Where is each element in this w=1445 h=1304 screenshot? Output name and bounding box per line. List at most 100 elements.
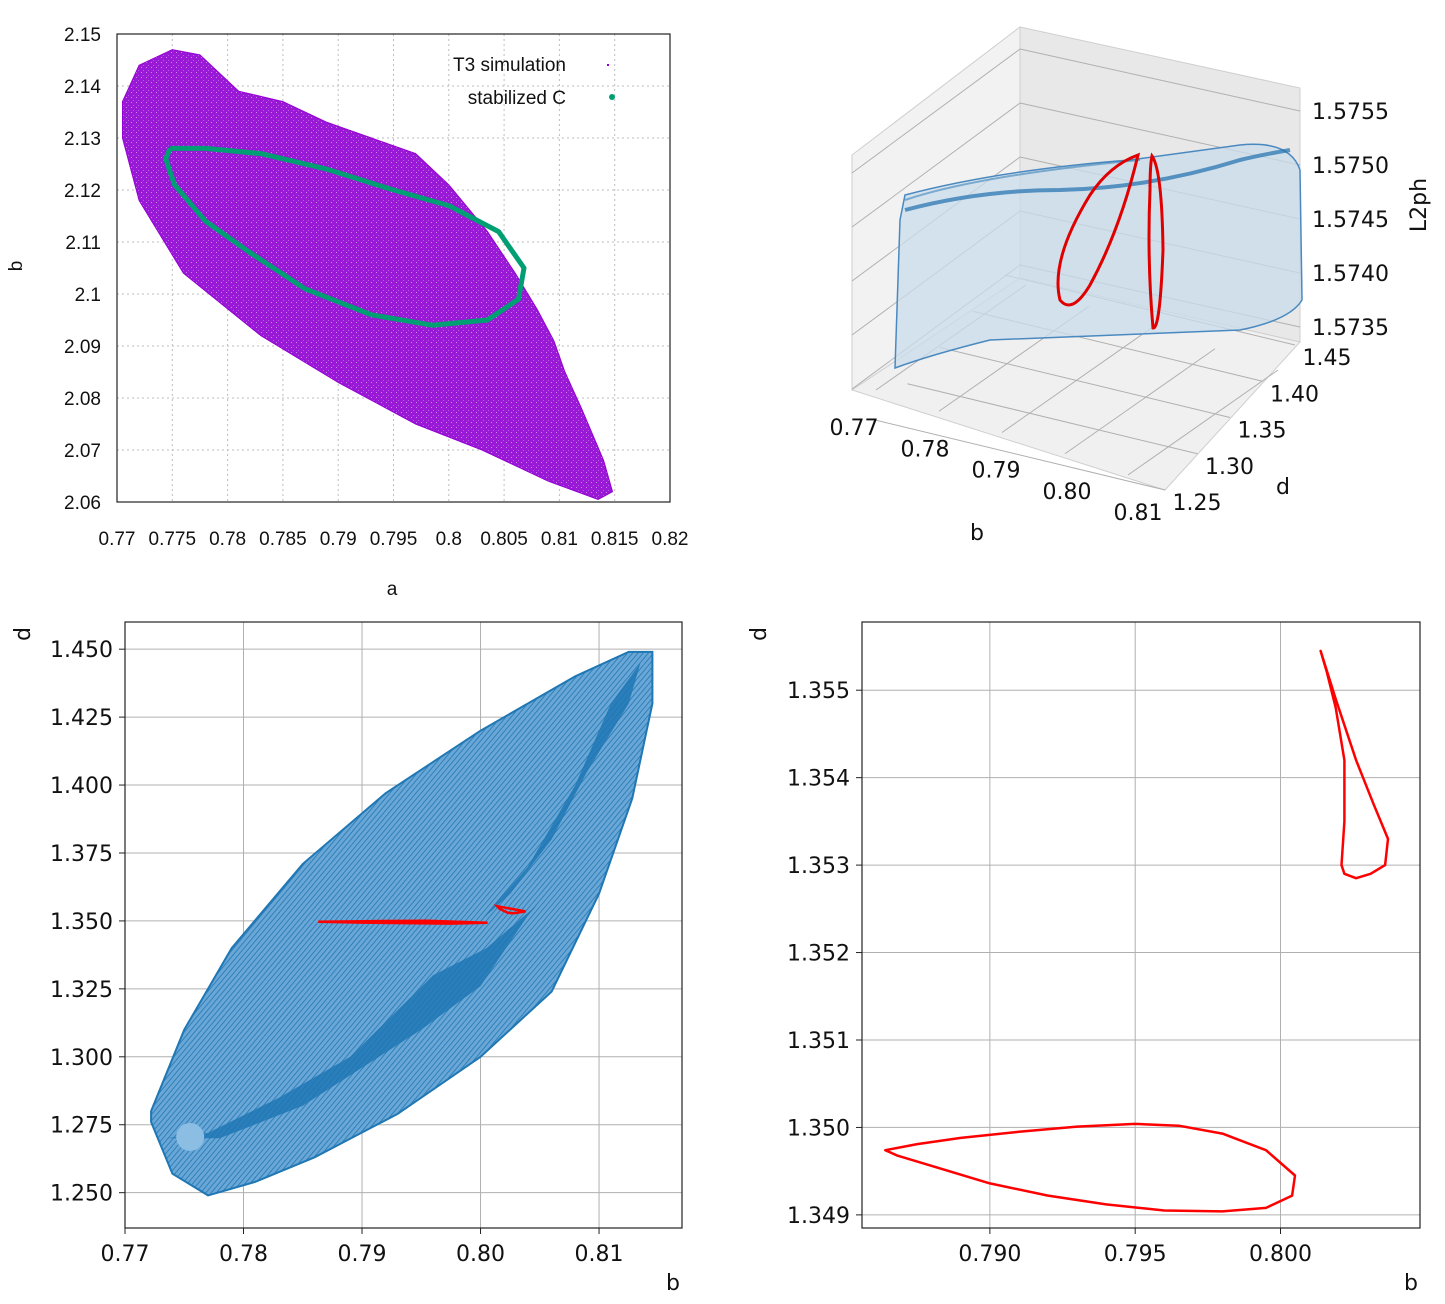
tl-x-label: a [387,579,398,600]
tr-y-label: d [1276,475,1290,500]
br-x-tick: 0.795 [1104,1242,1167,1267]
br-y-tick: 1.355 [787,679,850,704]
tr-z-tick: 1.5750 [1312,154,1389,179]
tl-y-tick: 2.13 [64,129,101,150]
bl-y-tick: 1.425 [50,706,113,731]
tl-x-tick: 0.78 [209,529,246,550]
tr-y-gridline [907,383,1198,455]
tl-y-tick: 2.11 [65,233,101,254]
br-x-tick: 0.800 [1249,1242,1312,1267]
tr-x-gridline [1127,369,1279,476]
tr-surface-edge [904,159,1141,201]
tr-y-tick: 1.40 [1270,382,1319,407]
tr-x-tick: 0.79 [972,459,1021,484]
legend-marker-t3 [607,64,609,66]
tr-x-tick: 0.80 [1043,480,1092,505]
br-ticks: 0.790 0.795 0.800 1.349 1.350 1.351 1.352 1.353… [787,679,1312,1267]
bl-stabilized-curve [493,904,526,915]
br-curve-upper-loop [1319,649,1390,880]
tl-x-tick: 0.81 [541,529,578,550]
tr-z-tick: 1.5755 [1312,100,1389,125]
br-y-tick: 1.351 [787,1029,850,1054]
tl-t3-region [122,49,614,500]
tl-x-tick: 0.785 [259,529,307,550]
tr-z-tick: 1.5740 [1312,262,1389,287]
bl-surface-hole [176,1122,205,1151]
tl-y-tick: 2.09 [64,337,101,358]
chart-bottom-right: 0.790 0.795 0.800 1.349 1.350 1.351 1.352 1.353… [747,621,1421,1296]
bl-x-tick: 0.78 [219,1242,268,1267]
tl-x-tick: 0.77 [99,529,136,550]
chart-bottom-left: 0.77 0.78 0.79 0.80 0.81 1.250 1.275 1.300 1.325… [11,621,683,1296]
bl-x-tick: 0.77 [101,1242,150,1267]
tl-y-tick: 2.15 [64,25,101,46]
br-frame [861,621,1421,1229]
tl-y-tick: 2.1 [75,285,101,306]
tr-z-tick: 1.5735 [1312,316,1389,341]
tr-y-tick: 1.45 [1303,346,1352,371]
tl-y-tick: 2.12 [64,181,101,202]
tr-y-tick: 1.25 [1173,491,1222,516]
legend-entry-t3: T3 simulation [453,55,566,76]
tl-marks [122,49,614,500]
bl-x-tick: 0.81 [575,1242,624,1267]
bl-surface-band-upper [480,662,641,921]
bl-y-tick: 1.300 [50,1046,113,1071]
bl-y-tick: 1.250 [50,1182,113,1207]
tl-x-tick: 0.79 [320,529,357,550]
tl-x-tick: 0.815 [591,529,639,550]
tr-x-tick: 0.77 [830,416,879,441]
tl-x-tick: 0.82 [652,529,689,550]
tl-x-tick: 0.775 [149,529,197,550]
tl-stabilized-curve [163,145,527,328]
bl-y-tick: 1.275 [50,1114,113,1139]
bl-marks [150,650,654,1197]
legend-marker-stabilized [609,94,615,100]
br-y-tick: 1.354 [787,767,850,792]
tr-y-tick: 1.35 [1238,419,1287,444]
br-x-label: b [1404,1271,1418,1296]
bl-y-tick: 1.400 [50,774,113,799]
tl-y-tick: 2.08 [64,389,101,410]
chart-top-left: 0.77 0.775 0.78 0.785 0.79 0.795 0.8 0.805 0.81 0… [6,25,688,600]
tr-curve-1 [1056,152,1141,307]
bl-x-tick: 0.80 [456,1242,505,1267]
tr-x-tick: 0.81 [1114,501,1163,526]
tl-y-tick: 2.14 [64,77,101,98]
br-y-tick: 1.353 [787,854,850,879]
bl-y-tick: 1.450 [50,638,113,663]
bl-ticks: 0.77 0.78 0.79 0.80 0.81 1.250 1.275 1.300 1.325… [50,638,624,1267]
bl-stabilized-curve [318,919,488,925]
tl-x-tick: 0.8 [436,529,462,550]
bl-y-tick: 1.375 [50,842,113,867]
bl-y-tick: 1.325 [50,978,113,1003]
legend-entry-stabilized: stabilized C [468,88,566,109]
tr-y-gridline [939,347,1231,418]
bl-y-label: d [11,627,36,641]
tr-z-tick: 1.5745 [1312,208,1389,233]
br-marks [884,649,1390,1213]
tr-x-gridline [1001,327,1153,433]
br-y-label: d [747,627,772,641]
br-curve-lower-loop [884,1122,1297,1213]
chart-top-right-3d: 0.77 0.78 0.79 0.80 0.81 1.25 1.30 1.35 1.40 1.45… [830,25,1432,546]
tr-ticks: 0.77 0.78 0.79 0.80 0.81 1.25 1.30 1.35 1.40 1.45… [830,100,1389,526]
tl-x-tick: 0.795 [370,529,418,550]
br-y-tick: 1.350 [787,1116,850,1141]
tl-ticks: 0.77 0.775 0.78 0.785 0.79 0.795 0.8 0.805 0.81 0… [64,25,688,550]
tr-z-gridline-left [851,48,1021,174]
bl-y-tick: 1.350 [50,910,113,935]
br-grid [862,622,1420,1228]
tl-y-label: b [6,261,27,272]
tr-surface-ridge [904,148,1291,212]
tr-x-gridline [1064,348,1216,455]
br-x-tick: 0.790 [958,1242,1021,1267]
tl-y-tick: 2.07 [64,441,101,462]
tr-z-gridline [1019,48,1301,112]
tr-surface [894,143,1303,370]
tl-frame [116,33,671,503]
tr-y-tick: 1.30 [1205,455,1254,480]
tr-z-gridline-left [851,102,1021,228]
tr-x-label: b [970,521,984,546]
